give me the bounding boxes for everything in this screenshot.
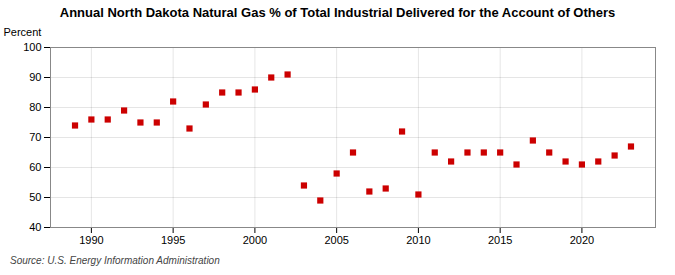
svg-text:100: 100 bbox=[23, 41, 41, 53]
svg-text:90: 90 bbox=[29, 71, 41, 83]
svg-text:60: 60 bbox=[29, 161, 41, 173]
svg-text:1995: 1995 bbox=[161, 234, 185, 246]
svg-text:1990: 1990 bbox=[79, 234, 103, 246]
svg-text:Percent: Percent bbox=[4, 26, 42, 38]
svg-text:2005: 2005 bbox=[324, 234, 348, 246]
html-text:Source: U.S. Energy Informatio: Source: U.S. Energy Information Administ… bbox=[10, 255, 220, 266]
html-text:Annual North Dakota Natural Ga: Annual North Dakota Natural Gas % of Tot… bbox=[59, 5, 616, 20]
svg-text:80: 80 bbox=[29, 101, 41, 113]
svg-text:2000: 2000 bbox=[243, 234, 267, 246]
svg-text:40: 40 bbox=[29, 221, 41, 233]
svg-text:70: 70 bbox=[29, 131, 41, 143]
svg-text:2015: 2015 bbox=[488, 234, 512, 246]
svg-text:2020: 2020 bbox=[570, 234, 594, 246]
svg-text:2010: 2010 bbox=[406, 234, 430, 246]
svg-text:50: 50 bbox=[29, 191, 41, 203]
